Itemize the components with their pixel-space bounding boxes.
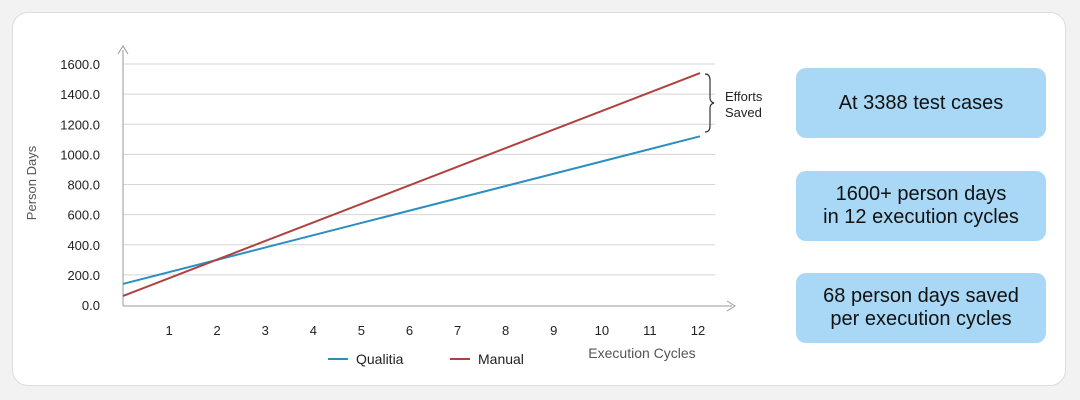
info-box-days-saved: 68 person days saved per execution cycle… bbox=[796, 273, 1046, 343]
efforts-saved-line: Saved bbox=[725, 105, 762, 120]
efforts-saved-line: Efforts bbox=[725, 89, 763, 104]
y-tick-label: 400.0 bbox=[67, 238, 100, 253]
x-tick-label: 11 bbox=[643, 323, 657, 338]
x-axis-label: Execution Cycles bbox=[588, 345, 695, 361]
info-box-person-days-text: 1600+ person days in 12 execution cycles bbox=[823, 183, 1019, 228]
axes bbox=[117, 45, 736, 312]
x-tick-label: 10 bbox=[595, 323, 609, 338]
info-box-days-saved-text: 68 person days saved per execution cycle… bbox=[823, 285, 1019, 330]
y-axis-label: Person Days bbox=[24, 145, 39, 220]
y-tick-label: 600.0 bbox=[67, 208, 100, 223]
x-tick-label: 8 bbox=[502, 323, 509, 338]
legend-label-qualitia: Qualitia bbox=[356, 351, 404, 367]
x-tick-label: 2 bbox=[214, 323, 221, 338]
x-tick-label: 6 bbox=[406, 323, 413, 338]
y-tick-labels: 0.0 200.0 400.0 600.0 800.0 1000.0 1200.0 1400.… bbox=[60, 57, 100, 313]
x-tick-label: 5 bbox=[358, 323, 365, 338]
series-line-manual bbox=[122, 72, 701, 297]
y-tick-label: 1200.0 bbox=[60, 117, 100, 132]
x-tick-label: 3 bbox=[262, 323, 269, 338]
y-tick-label: 800.0 bbox=[67, 178, 100, 193]
y-tick-label: 200.0 bbox=[67, 268, 100, 283]
x-axis-arrow bbox=[726, 300, 736, 312]
y-tick-label: 1000.0 bbox=[60, 147, 100, 162]
efforts-saved-label: Efforts Saved bbox=[725, 89, 763, 120]
y-tick-label: 0.0 bbox=[82, 298, 100, 313]
x-tick-label: 9 bbox=[550, 323, 557, 338]
y-axis-arrow bbox=[117, 45, 129, 55]
y-tick-label: 1600.0 bbox=[60, 57, 100, 72]
grid-lines bbox=[123, 63, 715, 276]
info-box-person-days: 1600+ person days in 12 execution cycles bbox=[796, 171, 1046, 241]
x-tick-label: 7 bbox=[454, 323, 461, 338]
legend: Qualitia Manual bbox=[328, 351, 524, 367]
x-tick-labels: 1 2 3 4 5 6 7 8 9 10 11 12 bbox=[165, 323, 705, 338]
series-lines bbox=[122, 72, 701, 297]
x-tick-label: 4 bbox=[310, 323, 317, 338]
y-tick-label: 1400.0 bbox=[60, 87, 100, 102]
info-box-test-cases-text: At 3388 test cases bbox=[838, 91, 1004, 114]
info-box-test-cases: At 3388 test cases bbox=[796, 68, 1046, 138]
effort-brace: Efforts Saved bbox=[704, 73, 763, 133]
legend-label-manual: Manual bbox=[478, 351, 524, 367]
brace-shape bbox=[704, 73, 715, 133]
x-tick-label: 12 bbox=[691, 323, 705, 338]
x-tick-label: 1 bbox=[165, 323, 172, 338]
